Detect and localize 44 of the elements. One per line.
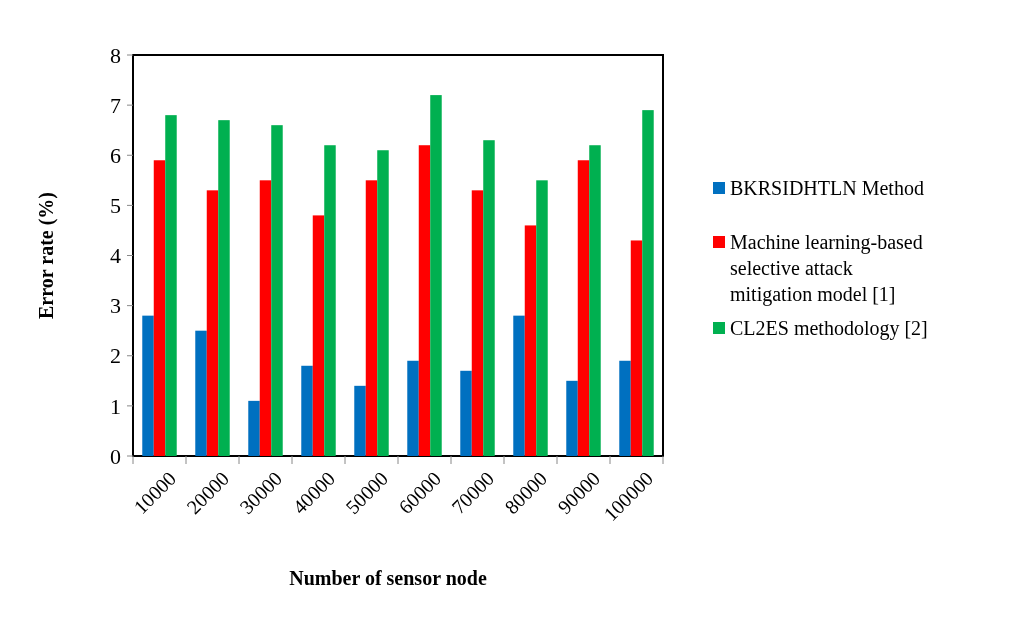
legend-label: CL2ES methodology [2]	[730, 317, 928, 340]
bar	[365, 180, 378, 456]
bar	[324, 145, 336, 456]
bar	[418, 145, 431, 456]
y-tick-label: 1	[110, 393, 121, 419]
bar	[577, 160, 590, 456]
bar	[524, 225, 537, 456]
y-tick-label: 0	[110, 443, 121, 469]
legend-label: BKRSIDHTLN Method	[730, 177, 924, 199]
bar	[536, 180, 548, 456]
bar	[566, 380, 578, 456]
x-axis-title: Number of sensor node	[289, 567, 487, 589]
y-tick-label: 7	[110, 92, 121, 118]
bar	[301, 365, 313, 456]
bar	[483, 140, 495, 456]
bar	[165, 115, 177, 456]
bar	[513, 315, 525, 456]
bar	[218, 120, 230, 456]
y-axis-title: Error rate (%)	[35, 192, 58, 319]
bar	[430, 95, 442, 456]
bar	[471, 190, 484, 456]
bar	[248, 400, 260, 456]
y-tick-label: 6	[110, 142, 121, 168]
legend-label: Machine learning-based selective attack mitigation model [1]	[730, 231, 923, 306]
bar	[589, 145, 601, 456]
y-tick-label: 5	[110, 193, 121, 219]
bar	[206, 190, 219, 456]
y-tick-label: 2	[110, 343, 121, 369]
bar	[142, 315, 154, 456]
bar	[642, 110, 654, 456]
bar	[460, 370, 472, 456]
bar	[619, 360, 631, 456]
bar	[312, 215, 325, 456]
bar	[630, 240, 643, 456]
bar	[259, 180, 272, 456]
bar	[195, 330, 207, 456]
bar	[354, 385, 366, 456]
y-tick-label: 3	[110, 293, 121, 319]
y-tick-label: 8	[110, 42, 121, 68]
bar	[377, 150, 389, 456]
bar	[153, 160, 166, 456]
bar	[407, 360, 419, 456]
bar	[271, 125, 283, 456]
y-tick-label: 4	[110, 243, 121, 269]
